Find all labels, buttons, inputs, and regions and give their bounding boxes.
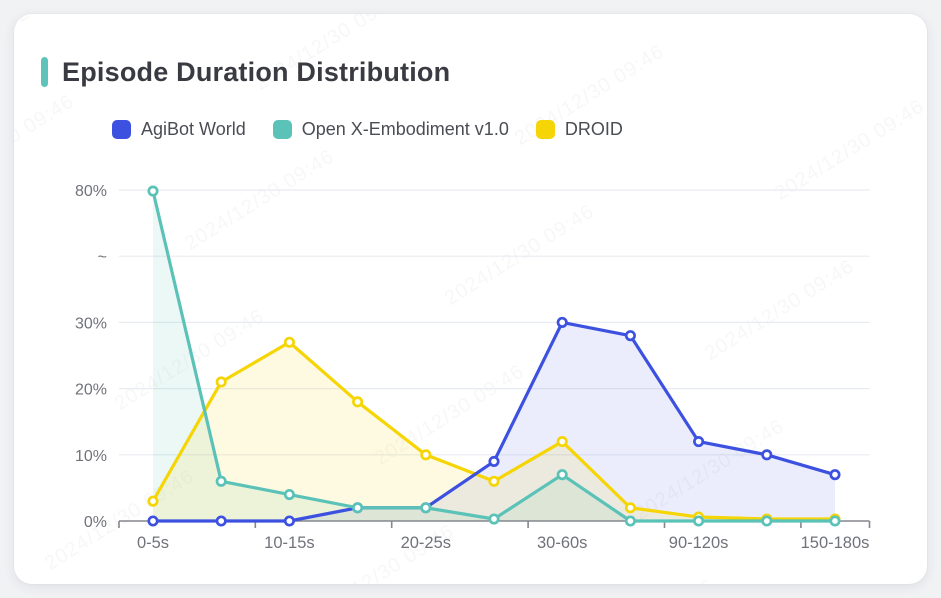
series-marker xyxy=(147,185,159,197)
y-tick-label: 0% xyxy=(84,514,107,531)
series-marker xyxy=(147,495,159,507)
series-marker xyxy=(829,515,841,527)
series-marker xyxy=(556,436,568,448)
chart-svg: 0% 10% 20% 30% ~80% 0-5s 10-15s 20-25s 30-60s 90-… xyxy=(75,183,871,552)
series-marker xyxy=(488,513,500,525)
y-tick-label: 10% xyxy=(75,448,107,465)
title-accent-bar xyxy=(41,57,48,87)
legend-label: AgiBot World xyxy=(141,118,246,139)
x-tick-label: 90-120s xyxy=(669,534,729,552)
series-marker xyxy=(761,449,773,461)
x-tick-label: 20-25s xyxy=(401,534,451,552)
legend-swatch xyxy=(272,119,292,139)
x-tick-label: 150-180s xyxy=(801,534,870,552)
x-tick-label: 0-5s xyxy=(137,534,169,552)
series-marker xyxy=(283,515,295,527)
series-marker xyxy=(693,436,705,448)
series-marker xyxy=(488,455,500,467)
series-marker xyxy=(352,502,364,514)
series-marker xyxy=(215,475,227,487)
series-marker xyxy=(761,515,773,527)
y-tick-label: 20% xyxy=(75,382,107,399)
legend-label: Open X-Embodiment v1.0 xyxy=(301,118,509,139)
series-marker xyxy=(624,330,636,342)
series-marker xyxy=(215,376,227,388)
series-marker xyxy=(624,502,636,514)
series-marker xyxy=(829,469,841,481)
series-marker xyxy=(147,515,159,527)
legend-swatch xyxy=(112,119,131,139)
x-tick-label: 10-15s xyxy=(264,534,314,552)
title-row: Episode Duration Distribution xyxy=(41,57,450,87)
y-tick-label: 30% xyxy=(75,315,107,332)
series-marker xyxy=(488,475,500,487)
series-marker xyxy=(556,316,568,328)
legend-item-0[interactable]: AgiBot World xyxy=(112,119,246,140)
legend-item-2[interactable]: DROID xyxy=(535,118,623,140)
series-marker xyxy=(352,396,364,408)
series-marker xyxy=(693,515,705,527)
series-marker xyxy=(420,449,432,461)
legend-swatch xyxy=(535,119,555,139)
series-area xyxy=(153,191,835,521)
legend: AgiBot World Open X-Embodiment v1.0 DROID xyxy=(112,118,623,140)
legend-label: DROID xyxy=(564,118,623,139)
x-tick-label: 30-60s xyxy=(537,534,587,552)
page-title: Episode Duration Distribution xyxy=(62,56,451,87)
y-tick-label: 80% xyxy=(75,183,107,200)
series-marker xyxy=(624,515,636,527)
y-tick-label: ~ xyxy=(98,249,107,266)
series-marker xyxy=(283,336,295,348)
series-area xyxy=(153,322,835,521)
legend-item-1[interactable]: Open X-Embodiment v1.0 xyxy=(272,118,509,140)
series-marker xyxy=(283,488,295,501)
series-area xyxy=(153,342,835,521)
series-marker xyxy=(420,502,432,514)
chart-card: 2024/12/30 09:46 2024/12/30 09:46 2024/12/… xyxy=(14,14,927,584)
series-marker xyxy=(556,469,568,481)
series-marker xyxy=(215,515,227,527)
